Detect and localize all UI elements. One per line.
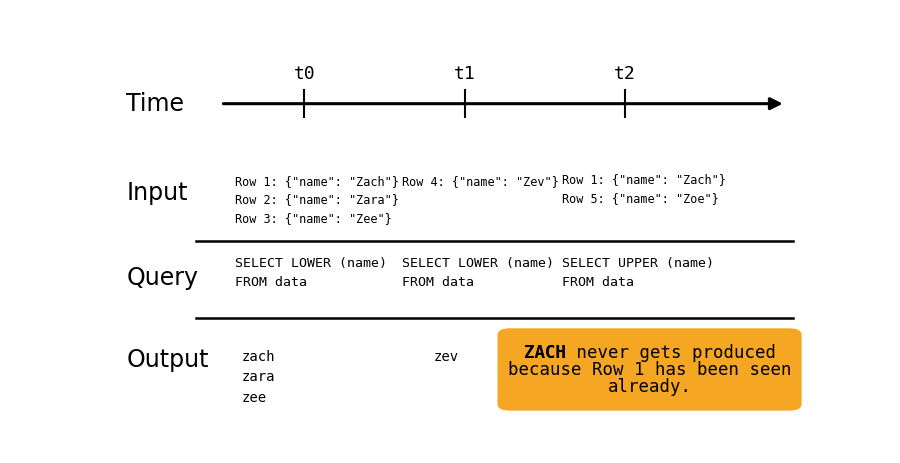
Text: SELECT LOWER (name)
FROM data: SELECT LOWER (name) FROM data	[402, 257, 554, 289]
Text: ZACH never gets produced: ZACH never gets produced	[524, 344, 776, 362]
Text: t2: t2	[615, 65, 636, 83]
Text: Output: Output	[126, 348, 209, 372]
Text: ZACH: ZACH	[524, 344, 565, 362]
Text: Query: Query	[126, 266, 198, 290]
Text: zev: zev	[434, 350, 458, 363]
Text: already.: already.	[608, 378, 691, 396]
Text: t0: t0	[293, 65, 315, 83]
Text: SELECT UPPER (name)
FROM data: SELECT UPPER (name) FROM data	[562, 257, 715, 289]
Text: zach
zara
zee: zach zara zee	[241, 350, 275, 405]
Text: Row 1: {"name": "Zach"}
Row 2: {"name": "Zara"}
Row 3: {"name": "Zee"}: Row 1: {"name": "Zach"} Row 2: {"name": …	[235, 175, 399, 225]
Text: Input: Input	[126, 181, 188, 205]
Text: t1: t1	[454, 65, 475, 83]
FancyBboxPatch shape	[498, 328, 802, 411]
Text: ZOE: ZOE	[591, 350, 617, 363]
Text: SELECT LOWER (name)
FROM data: SELECT LOWER (name) FROM data	[235, 257, 387, 289]
Text: Row 1: {"name": "Zach"}
Row 5: {"name": "Zoe"}: Row 1: {"name": "Zach"} Row 5: {"name": …	[562, 173, 726, 205]
Text: Row 4: {"name": "Zev"}: Row 4: {"name": "Zev"}	[402, 175, 559, 188]
Text: because Row 1 has been seen: because Row 1 has been seen	[508, 361, 791, 379]
Text: Time: Time	[126, 92, 184, 116]
